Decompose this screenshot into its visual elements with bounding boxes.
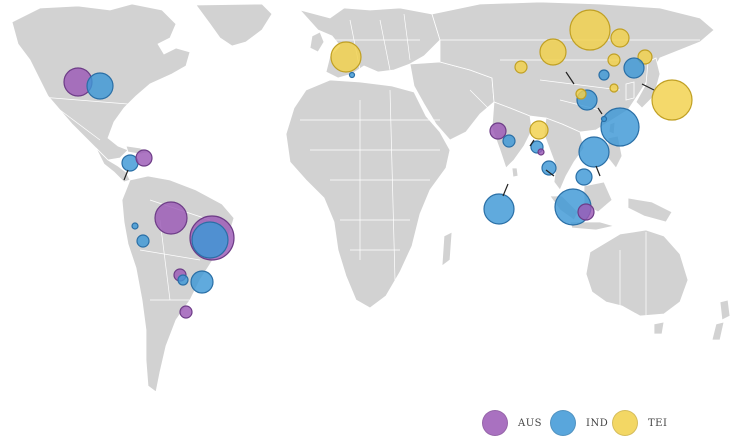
bubble-ind-21 <box>623 57 645 79</box>
bubble-tei-26 <box>575 88 587 100</box>
leader-line-7 <box>529 139 535 147</box>
bubble-aus-31 <box>537 148 545 156</box>
land-greenland <box>195 3 273 47</box>
legend-label-tei: TEI <box>648 417 668 429</box>
bubble-tei-17 <box>539 38 567 66</box>
bubble-ind-22 <box>598 69 610 81</box>
land-australia <box>585 229 689 317</box>
legend-label-ind: IND <box>586 417 609 429</box>
bubble-ind-28 <box>502 134 516 148</box>
bubble-ind-32 <box>600 107 640 147</box>
bubble-tei-24 <box>651 79 693 121</box>
bubble-ind-34 <box>541 160 557 176</box>
land-tasmania <box>653 321 665 335</box>
legend-item-aus: AUS <box>482 408 542 438</box>
land-java <box>569 221 615 231</box>
bubble-aus-27 <box>489 122 507 140</box>
leader-line-2 <box>641 83 655 91</box>
legend: AUS IND TEI <box>474 408 744 438</box>
legend-swatch-aus <box>482 410 508 436</box>
leader-line-5 <box>595 165 601 177</box>
bubble-layer <box>63 9 693 319</box>
bubble-tei-18 <box>514 60 528 74</box>
leader-line-1 <box>565 71 575 85</box>
leader-lines <box>123 71 655 197</box>
leader-line-6 <box>597 107 603 115</box>
leader-line-3 <box>502 183 509 197</box>
bubble-tei-13 <box>330 41 362 73</box>
legend-swatch-ind <box>550 410 576 436</box>
land-uk <box>309 31 325 53</box>
bubble-aus-37 <box>577 203 595 221</box>
land-masses <box>11 1 731 393</box>
legend-label-aus: AUS <box>518 417 542 429</box>
land-new-guinea <box>627 197 673 223</box>
bubble-ind-11 <box>177 274 189 286</box>
land-southeast-asia <box>543 117 585 191</box>
bubble-ind-38 <box>483 193 515 225</box>
bubble-ind-7 <box>131 222 139 230</box>
bubble-ind-33 <box>578 136 610 168</box>
land-sri-lanka <box>511 167 519 178</box>
legend-swatch-tei <box>612 410 638 436</box>
bubble-ind-35 <box>575 168 593 186</box>
bubble-tei-29 <box>529 120 549 140</box>
bubble-tei-19 <box>607 53 621 67</box>
bubble-aus-12 <box>179 305 193 319</box>
bubble-ind-14 <box>348 71 356 79</box>
bubble-ind-9 <box>190 270 214 294</box>
bubble-tei-16 <box>610 28 630 48</box>
land-korea <box>625 81 635 101</box>
bubble-ind-6 <box>191 221 229 259</box>
bubble-aus-4 <box>154 201 188 235</box>
legend-item-ind: IND <box>550 408 608 438</box>
bubble-tei-20 <box>637 49 653 65</box>
land-africa <box>285 79 451 309</box>
leader-line-4 <box>545 169 555 177</box>
land-new-zealand <box>711 299 731 341</box>
bubble-ind-1 <box>86 72 114 100</box>
legend-item-tei: TEI <box>612 408 667 438</box>
land-madagascar <box>441 231 453 267</box>
bubble-aus-3 <box>135 149 153 167</box>
bubble-ind-8 <box>136 234 150 248</box>
bubble-ind-39 <box>600 115 608 123</box>
bubble-tei-23 <box>609 83 619 93</box>
leader-line-0 <box>123 169 129 181</box>
bubble-tei-15 <box>569 9 611 51</box>
